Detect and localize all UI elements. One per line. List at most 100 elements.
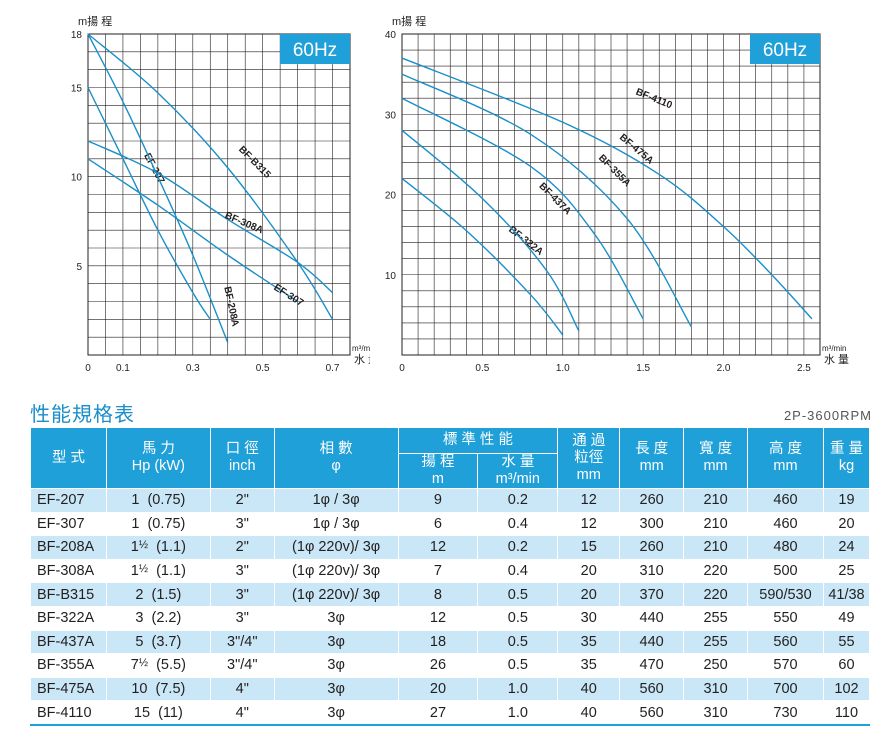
cell-weight: 110 xyxy=(822,700,871,726)
curve-label-bf-308a: BF-308A xyxy=(223,210,265,236)
cell-width: 220 xyxy=(683,582,749,607)
cell-hp: 1½ (1.1) xyxy=(105,558,211,584)
hp-fraction: ½ xyxy=(138,657,149,670)
header-width-main: 寬 度 xyxy=(699,441,733,457)
header-passage-main: 通 過 xyxy=(572,432,606,449)
x-axis-label: 水 量 xyxy=(354,353,370,366)
header-height-unit: mm xyxy=(773,458,798,474)
curve-bf-437a xyxy=(401,129,580,332)
table-row: BF-B315 2 (1.5) 3" (1φ 220v)/ 3φ 8 0.5 20 370 22… xyxy=(30,582,871,607)
cell-flow: 0.2 xyxy=(477,488,559,513)
x-tick-label: 0.5 xyxy=(475,363,489,374)
curve-ef-207 xyxy=(87,87,211,320)
hp-kw: (7.5) xyxy=(147,681,186,698)
cell-weight: 60 xyxy=(822,653,871,678)
table-row: BF-475A 10 (7.5) 4" 3φ 20 1.0 40 560 310 700 102 xyxy=(30,676,871,702)
cell-flow: 0.2 xyxy=(477,535,559,560)
y-tick-label: 40 xyxy=(385,30,397,41)
hp-whole: 1 xyxy=(130,539,139,556)
cell-bore: 3"/4" xyxy=(209,629,275,655)
cell-height: 700 xyxy=(747,676,824,702)
x-tick-label: 0 xyxy=(85,363,91,374)
header-flow-unit: m³/min xyxy=(495,471,540,487)
cell-flow: 0.4 xyxy=(477,511,559,537)
hp-kw: (1.5) xyxy=(143,586,182,603)
frequency-badge: 60Hz xyxy=(293,40,337,61)
x-tick-label: 0.1 xyxy=(116,363,130,374)
cell-height: 550 xyxy=(747,605,824,631)
header-length-main: 長 度 xyxy=(635,441,669,457)
cell-model: BF-4110 xyxy=(30,700,107,726)
cell-head: 20 xyxy=(397,676,479,702)
cell-length: 260 xyxy=(619,535,685,560)
cell-phase: (1φ 220v)/ 3φ xyxy=(273,582,399,607)
header-length-unit: mm xyxy=(639,458,664,474)
cell-model: BF-355A xyxy=(30,653,107,678)
header-head-unit: m xyxy=(431,471,444,487)
cell-head: 7 xyxy=(397,558,479,584)
hp-whole: 7 xyxy=(130,657,139,674)
header-flow: 水 量 m³/min xyxy=(477,453,559,489)
table-row: BF-355A 7½ (5.5) 3"/4" 3φ 26 0.5 35 470 250 570 60 xyxy=(30,653,871,678)
cell-hp: 1½ (1.1) xyxy=(105,535,211,560)
cell-weight: 19 xyxy=(822,488,871,513)
cell-flow: 0.5 xyxy=(477,582,559,607)
cell-model: BF-308A xyxy=(30,558,107,584)
hp-kw: (3.7) xyxy=(143,633,182,650)
cell-flow: 0.5 xyxy=(477,629,559,655)
y-tick-label: 10 xyxy=(71,173,83,184)
cell-length: 560 xyxy=(619,676,685,702)
header-weight-main: 重 量 xyxy=(829,441,863,457)
header-height-main: 高 度 xyxy=(768,441,802,457)
x-axis-label: 水 量 xyxy=(824,353,849,366)
header-weight: 重 量 kg xyxy=(822,427,871,489)
spec-table-title: 性能規格表 xyxy=(30,402,135,426)
cell-model: BF-322A xyxy=(30,605,107,631)
cell-bore: 2" xyxy=(209,488,275,513)
hp-whole: 5 xyxy=(135,633,144,650)
cell-weight: 102 xyxy=(822,676,871,702)
header-passage-sub: 粒徑 xyxy=(574,449,604,466)
cell-passage: 12 xyxy=(557,511,621,537)
cell-hp: 1 (0.75) xyxy=(105,511,211,537)
hp-fraction: ½ xyxy=(138,563,149,576)
cell-height: 560 xyxy=(747,629,824,655)
cell-height: 460 xyxy=(747,511,824,537)
cell-length: 310 xyxy=(619,558,685,584)
chart-grid xyxy=(87,33,351,356)
table-row: EF-207 1 (0.75) 2" 1φ / 3φ 9 0.2 12 260 210 460 19 xyxy=(30,488,871,513)
cell-flow: 0.4 xyxy=(477,558,559,584)
y-tick-label: 30 xyxy=(385,110,397,121)
curve-label-bf-208a: BF-208A xyxy=(221,286,240,328)
cell-length: 300 xyxy=(619,511,685,537)
cell-weight: 25 xyxy=(822,558,871,584)
curve-bf-308a xyxy=(87,140,333,294)
hp-whole: 1 xyxy=(130,563,139,580)
cell-passage: 20 xyxy=(557,558,621,584)
cell-passage: 40 xyxy=(557,700,621,726)
y-axis-label: m揚 程 xyxy=(392,15,426,28)
hp-whole: 15 xyxy=(133,704,151,721)
y-tick-label: 5 xyxy=(76,262,82,273)
curve-bf-475a xyxy=(401,73,692,328)
cell-hp: 10 (7.5) xyxy=(105,676,211,702)
cell-height: 570 xyxy=(747,653,824,678)
table-row: BF-4110 15 (11) 4" 3φ 27 1.0 40 560 310 730 110 xyxy=(30,700,871,726)
cell-bore: 4" xyxy=(209,676,275,702)
curve-bf-355a xyxy=(401,97,644,320)
x-tick-label: 2.5 xyxy=(797,363,811,374)
header-bore: 口 徑 inch xyxy=(209,427,275,489)
hp-whole: 10 xyxy=(131,681,148,698)
x-tick-label: 2.0 xyxy=(717,363,731,374)
curve-bf-208a xyxy=(87,33,229,343)
y-tick-label: 10 xyxy=(385,271,397,282)
header-passage: 通 過粒徑 mm xyxy=(557,427,621,489)
cell-hp: 1 (0.75) xyxy=(105,488,211,513)
cell-head: 12 xyxy=(397,535,479,560)
cell-bore: 3" xyxy=(209,511,275,537)
header-width-unit: mm xyxy=(703,458,728,474)
header-bore-main: 口 徑 xyxy=(225,441,259,457)
